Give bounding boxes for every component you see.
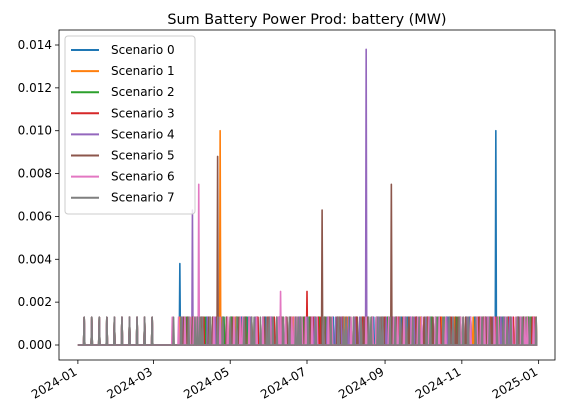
y-tick-label: 0.012 — [18, 81, 52, 95]
series-layer — [77, 48, 538, 346]
y-tick-label: 0.008 — [18, 167, 52, 181]
x-tick-label: 2025-01 — [490, 364, 540, 401]
legend-label: Scenario 1 — [111, 64, 175, 78]
x-axis: 2024-01 2024-03 2024-05 2024-07 2024-09 2024-… — [29, 360, 540, 402]
series-line — [77, 316, 538, 346]
y-axis: 0.000 0.002 0.004 0.006 0.008 0.010 0.012 0.014 — [18, 38, 59, 352]
chart-title: Sum Battery Power Prod: battery (MW) — [167, 12, 446, 28]
y-tick-label: 0.002 — [18, 295, 52, 309]
legend-label: Scenario 0 — [111, 43, 175, 57]
legend-items: Scenario 0 Scenario 1 Scenario 2 Scenario 3… — [71, 43, 175, 205]
x-tick-label: 2024-11 — [413, 364, 463, 401]
legend: Scenario 0 Scenario 1 Scenario 2 Scenario 3… — [64, 35, 196, 215]
y-tick-label: 0.014 — [18, 38, 52, 52]
legend-label: Scenario 4 — [111, 127, 175, 141]
y-tick-label: 0.006 — [18, 209, 52, 223]
y-tick-label: 0.010 — [18, 124, 52, 138]
legend-box — [64, 35, 196, 215]
legend-label: Scenario 3 — [111, 106, 175, 120]
legend-label: Scenario 7 — [111, 191, 175, 205]
legend-label: Scenario 6 — [111, 170, 175, 184]
x-tick-label: 2024-05 — [181, 364, 231, 401]
x-tick-label: 2024-01 — [29, 364, 79, 401]
legend-label: Scenario 2 — [111, 85, 175, 99]
y-tick-label: 0.000 — [18, 338, 52, 352]
x-tick-label: 2024-07 — [258, 364, 308, 401]
legend-label: Scenario 5 — [111, 149, 175, 163]
x-tick-label: 2024-09 — [336, 364, 386, 401]
x-tick-label: 2024-03 — [104, 364, 154, 401]
y-tick-label: 0.004 — [18, 252, 52, 266]
